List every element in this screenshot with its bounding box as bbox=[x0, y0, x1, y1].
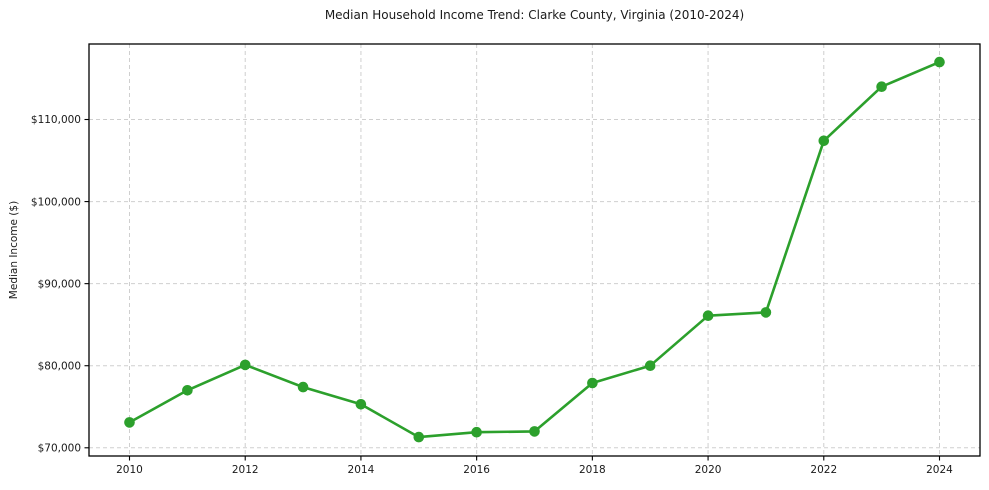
data-point-2016 bbox=[471, 426, 482, 438]
y-tick-label: $110,000 bbox=[31, 114, 81, 126]
y-tick-label: $70,000 bbox=[38, 442, 81, 454]
data-point-2022 bbox=[818, 135, 830, 147]
x-tick-label: 2012 bbox=[232, 464, 259, 476]
data-point-2013 bbox=[297, 381, 309, 393]
x-tick-label: 2022 bbox=[810, 464, 837, 476]
data-point-2024 bbox=[934, 56, 945, 68]
data-point-2012 bbox=[239, 359, 251, 371]
x-tick-label: 2010 bbox=[116, 464, 143, 476]
y-tick-label: $80,000 bbox=[38, 360, 81, 372]
y-tick-label: $90,000 bbox=[38, 278, 81, 290]
plot-frame bbox=[88, 43, 981, 457]
data-point-2015 bbox=[413, 431, 425, 443]
data-point-2010 bbox=[124, 417, 135, 428]
x-tick-label: 2020 bbox=[695, 464, 722, 476]
data-point-2018 bbox=[587, 377, 598, 389]
x-tick-label: 2018 bbox=[579, 464, 606, 476]
series-line bbox=[128, 60, 941, 439]
data-point-2017 bbox=[529, 426, 540, 437]
x-tick-label: 2016 bbox=[463, 464, 490, 476]
chart-title: Median Household Income Trend: Clarke Co… bbox=[324, 8, 745, 22]
data-point-2020 bbox=[702, 310, 714, 322]
data-point-2021 bbox=[760, 307, 772, 318]
x-tick-label: 2014 bbox=[348, 464, 375, 476]
y-tick-label: $100,000 bbox=[31, 196, 81, 208]
x-tick-label: 2024 bbox=[926, 464, 953, 476]
data-point-2011 bbox=[182, 385, 193, 396]
data-point-2023 bbox=[876, 81, 887, 92]
data-point-2014 bbox=[355, 399, 367, 410]
data-point-2019 bbox=[644, 360, 656, 372]
